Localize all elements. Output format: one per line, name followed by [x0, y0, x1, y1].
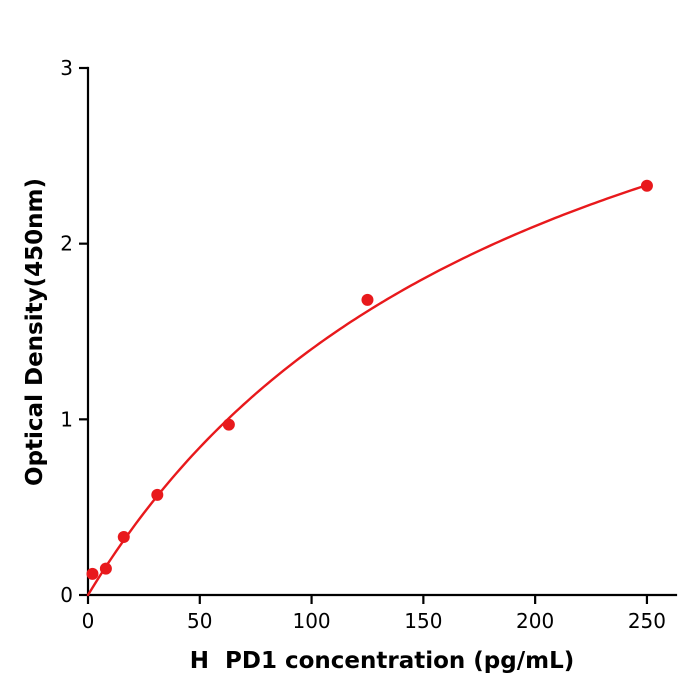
- data-point: [99, 562, 112, 575]
- x-tick-label: 100: [292, 609, 330, 633]
- y-axis-title: Optical Density(450nm): [22, 178, 48, 486]
- x-tick-label: 50: [187, 609, 212, 633]
- y-tick-label: 3: [60, 56, 73, 80]
- data-point: [222, 418, 235, 431]
- y-tick-label: 1: [60, 407, 73, 431]
- data-point: [361, 293, 374, 306]
- x-axis-title: H PD1 concentration (pg/mL): [190, 648, 575, 674]
- data-point: [151, 488, 164, 501]
- axis-spines: [86, 66, 678, 597]
- data-point: [640, 179, 653, 192]
- x-tick-label: 150: [404, 609, 442, 633]
- fit-curve: [86, 183, 649, 597]
- y-tick-label: 0: [60, 583, 73, 607]
- x-tick-label: 0: [82, 609, 95, 633]
- y-tick-label: 2: [60, 232, 73, 256]
- plot-layer: 0 50 100 150 200 250 0 1 2 3: [60, 56, 678, 633]
- data-point: [117, 531, 130, 544]
- x-tick-label: 200: [516, 609, 554, 633]
- data-point: [86, 567, 99, 580]
- x-tick-label: 250: [628, 609, 666, 633]
